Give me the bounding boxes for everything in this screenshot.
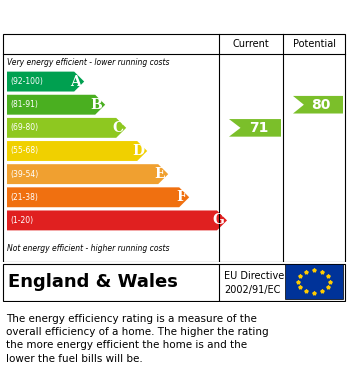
Text: B: B bbox=[90, 98, 102, 112]
Text: A: A bbox=[70, 75, 81, 89]
Text: EU Directive: EU Directive bbox=[224, 271, 284, 281]
Text: E: E bbox=[155, 167, 165, 181]
Text: D: D bbox=[132, 144, 144, 158]
Text: Potential: Potential bbox=[293, 39, 335, 49]
Text: 2002/91/EC: 2002/91/EC bbox=[224, 285, 280, 295]
Polygon shape bbox=[293, 96, 343, 113]
Text: 71: 71 bbox=[249, 121, 268, 135]
Bar bbox=[285, 264, 343, 299]
Polygon shape bbox=[229, 119, 281, 136]
Text: (92-100): (92-100) bbox=[10, 77, 43, 86]
Text: (55-68): (55-68) bbox=[10, 147, 38, 156]
Text: C: C bbox=[112, 121, 123, 135]
Polygon shape bbox=[7, 118, 126, 138]
Text: 80: 80 bbox=[311, 98, 331, 112]
Text: England & Wales: England & Wales bbox=[8, 273, 178, 291]
Polygon shape bbox=[7, 164, 168, 184]
Polygon shape bbox=[7, 210, 227, 230]
Text: The energy efficiency rating is a measure of the
overall efficiency of a home. T: The energy efficiency rating is a measur… bbox=[6, 314, 269, 364]
Text: (69-80): (69-80) bbox=[10, 123, 38, 133]
Text: Current: Current bbox=[232, 39, 269, 49]
Text: (21-38): (21-38) bbox=[10, 193, 38, 202]
Polygon shape bbox=[7, 72, 84, 91]
Text: (81-91): (81-91) bbox=[10, 100, 38, 109]
Text: (39-54): (39-54) bbox=[10, 170, 38, 179]
Polygon shape bbox=[7, 141, 147, 161]
Text: Very energy efficient - lower running costs: Very energy efficient - lower running co… bbox=[7, 58, 169, 67]
Polygon shape bbox=[7, 95, 105, 115]
Text: Not energy efficient - higher running costs: Not energy efficient - higher running co… bbox=[7, 244, 169, 253]
Text: Energy Efficiency Rating: Energy Efficiency Rating bbox=[8, 9, 218, 23]
Text: F: F bbox=[176, 190, 186, 204]
Polygon shape bbox=[7, 187, 189, 207]
Text: (1-20): (1-20) bbox=[10, 216, 33, 225]
Text: G: G bbox=[212, 213, 224, 228]
